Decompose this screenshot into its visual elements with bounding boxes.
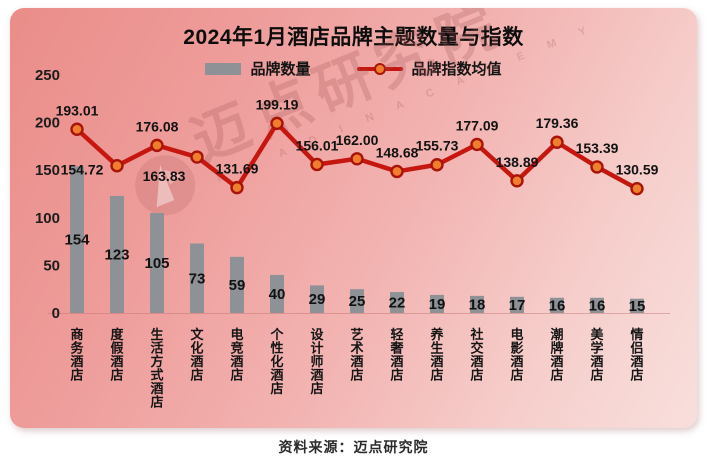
svg-text:商务酒店: 商务酒店 xyxy=(70,327,84,383)
bar-swatch-icon xyxy=(205,62,242,75)
chart-title: 2024年1月酒店品牌主题数量与指数 xyxy=(183,26,524,49)
svg-text:25: 25 xyxy=(349,293,366,310)
svg-text:131.69: 131.69 xyxy=(216,161,259,177)
legend-item-line: 品牌指数均值 xyxy=(356,58,502,79)
svg-text:162.00: 162.00 xyxy=(336,132,379,148)
svg-text:154: 154 xyxy=(64,232,90,249)
svg-text:179.36: 179.36 xyxy=(536,115,579,131)
svg-text:16: 16 xyxy=(549,297,566,314)
svg-text:电竞酒店: 电竞酒店 xyxy=(230,327,243,383)
svg-text:15: 15 xyxy=(629,298,646,315)
line-swatch-icon xyxy=(356,62,403,75)
svg-text:电影酒店: 电影酒店 xyxy=(510,327,523,383)
svg-text:200: 200 xyxy=(35,115,60,132)
svg-text:177.09: 177.09 xyxy=(456,117,499,133)
svg-text:29: 29 xyxy=(309,291,326,308)
svg-text:19: 19 xyxy=(429,296,446,313)
svg-text:155.73: 155.73 xyxy=(416,138,459,154)
svg-text:40: 40 xyxy=(269,286,286,303)
svg-text:193.01: 193.01 xyxy=(56,102,99,118)
svg-text:潮牌酒店: 潮牌酒店 xyxy=(550,327,563,383)
svg-text:138.89: 138.89 xyxy=(496,154,539,170)
svg-text:社交酒店: 社交酒店 xyxy=(469,327,483,383)
svg-text:轻奢酒店: 轻奢酒店 xyxy=(389,327,404,383)
svg-text:176.08: 176.08 xyxy=(136,118,179,134)
svg-text:艺术酒店: 艺术酒店 xyxy=(349,327,363,383)
combo-chart-canvas: 0 50 100 150 200 250 154 123 105 73 59 40 29 25 22 19 18… xyxy=(35,67,670,410)
legend-label-bar: 品牌数量 xyxy=(250,61,311,78)
svg-text:154.72: 154.72 xyxy=(61,162,104,178)
svg-text:情侣酒店: 情侣酒店 xyxy=(630,327,643,383)
legend-label-line: 品牌指数均值 xyxy=(411,61,502,78)
svg-text:199.19: 199.19 xyxy=(256,96,299,112)
svg-text:123: 123 xyxy=(104,246,129,263)
svg-text:文化酒店: 文化酒店 xyxy=(190,327,204,383)
svg-text:50: 50 xyxy=(43,257,60,274)
svg-text:156.01: 156.01 xyxy=(296,137,339,153)
svg-text:生活方式酒店: 生活方式酒店 xyxy=(150,327,163,410)
svg-text:153.39: 153.39 xyxy=(576,140,619,156)
svg-text:0: 0 xyxy=(52,305,60,322)
svg-text:17: 17 xyxy=(509,297,526,314)
svg-text:150: 150 xyxy=(35,162,60,179)
source-note: 资料来源：迈点研究院 xyxy=(278,439,429,455)
svg-text:163.83: 163.83 xyxy=(143,168,186,184)
svg-text:73: 73 xyxy=(189,270,206,287)
svg-text:美学酒店: 美学酒店 xyxy=(590,327,604,383)
svg-text:18: 18 xyxy=(469,296,486,313)
svg-text:250: 250 xyxy=(35,67,60,84)
svg-text:养生酒店: 养生酒店 xyxy=(429,327,444,383)
svg-text:59: 59 xyxy=(229,277,246,294)
legend-item-bar: 品牌数量 xyxy=(205,58,311,79)
svg-text:个性化酒店: 个性化酒店 xyxy=(269,327,284,396)
svg-text:148.68: 148.68 xyxy=(376,144,419,160)
svg-text:130.59: 130.59 xyxy=(616,162,659,178)
svg-text:100: 100 xyxy=(35,210,60,227)
svg-text:105: 105 xyxy=(144,255,169,272)
svg-text:度假酒店: 度假酒店 xyxy=(110,327,124,383)
svg-text:22: 22 xyxy=(389,295,406,312)
chart-legend: 品牌数量 品牌指数均值 xyxy=(10,58,697,79)
svg-text:设计师酒店: 设计师酒店 xyxy=(310,327,324,396)
svg-text:16: 16 xyxy=(589,297,606,314)
chart-card: 2024年1月酒店品牌主题数量与指数 品牌数量 品牌指数均值 迈点研究院 M E… xyxy=(10,8,697,428)
